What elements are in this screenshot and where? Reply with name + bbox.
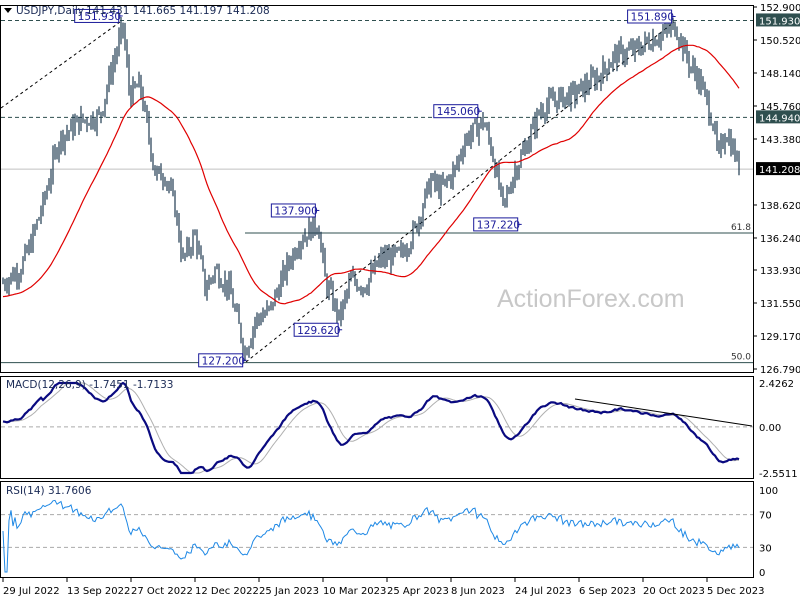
main-pane-frame — [0, 5, 754, 373]
price-axis-label: 131.550 — [760, 299, 800, 310]
price-axis-label: 133.930 — [760, 266, 800, 277]
macd-line — [2, 381, 740, 475]
price-highlight-label: 144.940 — [759, 113, 800, 124]
date-axis-label: 10 Mar 2023 — [323, 586, 386, 597]
price-label: 151.930 — [78, 11, 121, 23]
macd-title: MACD(12,26,9) -1.7451 -1.7133 — [6, 379, 173, 391]
price-axis-label: 143.380 — [760, 135, 800, 146]
price-highlight-label: 151.930 — [759, 16, 800, 27]
price-label: 127.200 — [202, 355, 245, 367]
macd-axis-label: -2.5511 — [759, 469, 798, 480]
trendline — [0, 21, 121, 109]
price-axis-label: 136.240 — [760, 234, 800, 245]
rsi-axis-label: 70 — [759, 511, 772, 522]
rsi-pane-frame — [0, 481, 754, 578]
date-axis-label: 20 Oct 2023 — [643, 586, 705, 597]
macd-signal-line — [2, 382, 740, 474]
date-axis-label: 8 Jun 2023 — [451, 586, 505, 597]
date-axis-label: 27 Oct 2022 — [131, 586, 193, 597]
price-axis-label: 148.140 — [760, 69, 800, 80]
price-label: 137.900 — [274, 205, 317, 217]
date-axis-label: 29 Jul 2022 — [3, 586, 60, 597]
date-axis-label: 5 Dec 2023 — [707, 586, 765, 597]
price-highlight-box — [756, 162, 800, 176]
date-axis-label: 24 Jul 2023 — [515, 586, 572, 597]
price-axis-label: 152.900 — [760, 3, 800, 14]
price-label: 137.220 — [477, 219, 520, 231]
date-axis-label: 12 Dec 2022 — [195, 586, 259, 597]
macd-pane-frame — [0, 376, 754, 479]
price-axis-label: 126.790 — [760, 365, 800, 376]
fibonacci-level-label: 50.0 — [731, 353, 751, 363]
macd-axis-label: 2.4262 — [759, 379, 794, 390]
price-highlight-box — [756, 110, 800, 124]
price-axis-label: 150.520 — [760, 36, 800, 47]
price-highlight-label: 141.208 — [759, 165, 800, 176]
macd-axis-label: 0.00 — [759, 423, 781, 434]
date-axis-label: 13 Sep 2022 — [67, 586, 130, 597]
price-axis-label: 138.620 — [760, 201, 800, 212]
date-axis-label: 6 Sep 2023 — [579, 586, 636, 597]
moving-average-line — [2, 44, 740, 305]
chart-ohlc: 141.431 141.665 141.197 141.208 — [86, 5, 270, 17]
price-highlight-box — [756, 13, 800, 27]
rsi-title: RSI(14) 31.7606 — [6, 485, 92, 497]
rsi-line — [2, 499, 740, 573]
price-axis-label: 145.760 — [760, 102, 800, 113]
price-label: 151.890 — [631, 12, 674, 24]
macd-trendline — [574, 398, 753, 427]
price-axis-label: 129.170 — [760, 332, 800, 343]
date-axis-label: 25 Jan 2023 — [259, 586, 319, 597]
rsi-axis-label: 100 — [759, 486, 778, 497]
date-axis-label: 25 Apr 2023 — [387, 586, 449, 597]
rsi-axis-label: 0 — [759, 568, 765, 579]
price-label: 129.620 — [297, 325, 340, 337]
price-label: 145.060 — [437, 106, 480, 118]
rsi-axis-label: 30 — [759, 543, 772, 554]
trendline — [245, 21, 675, 363]
watermark: ActionForex.com — [497, 285, 685, 313]
dropdown-triangle-icon[interactable] — [4, 8, 12, 13]
chart-symbol: USDJPY,Daily — [16, 5, 84, 17]
fibonacci-level-label: 61.8 — [731, 223, 751, 233]
